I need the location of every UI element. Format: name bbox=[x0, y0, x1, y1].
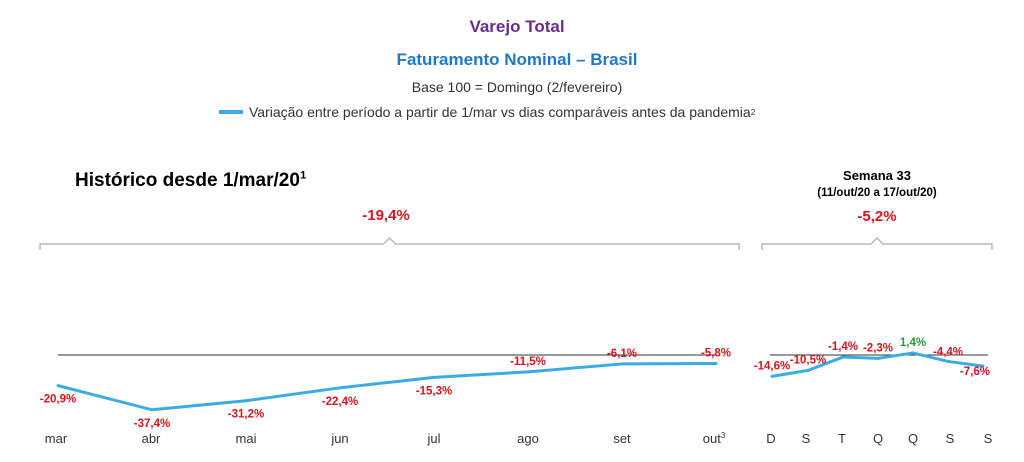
history-tick-label-1: abr bbox=[142, 431, 161, 446]
week-total-variation: -5,2% bbox=[857, 208, 897, 225]
week-data-label-2: -1,4% bbox=[828, 341, 858, 353]
history-series-line bbox=[57, 361, 717, 412]
history-total-variation: -19,4% bbox=[362, 207, 410, 224]
history-data-label-6: -6,1% bbox=[607, 348, 637, 360]
legend-label: Variação entre período a partir de 1/mar… bbox=[249, 104, 751, 120]
history-point-6 bbox=[620, 362, 624, 366]
history-point-4 bbox=[432, 375, 436, 379]
history-tick-label-7: out3 bbox=[703, 431, 726, 446]
week-tick-label-3: Q bbox=[873, 431, 883, 446]
history-title: Histórico desde 1/mar/201 bbox=[75, 169, 307, 191]
history-tick-label-0: mar bbox=[45, 431, 68, 446]
week-tick-label-0: D bbox=[766, 431, 775, 446]
history-point-0 bbox=[56, 384, 60, 388]
history-data-label-3: -22,4% bbox=[322, 396, 358, 408]
history-footnote-mark: 1 bbox=[299, 169, 307, 182]
week-point-6 bbox=[981, 364, 985, 368]
week-point-2 bbox=[841, 355, 845, 359]
week-data-label-6: -7,6% bbox=[960, 366, 990, 378]
history-data-label-2: -31,2% bbox=[228, 409, 264, 421]
history-point-7 bbox=[714, 361, 718, 365]
week-data-label-1: -10,5% bbox=[790, 354, 826, 366]
history-point-2 bbox=[244, 399, 248, 403]
history-data-label-7: -5,8% bbox=[701, 347, 731, 359]
week-point-5 bbox=[946, 359, 950, 363]
history-data-label-0: -20,9% bbox=[40, 394, 76, 406]
week-data-label-4: 1,4% bbox=[900, 337, 926, 349]
week-point-0 bbox=[770, 374, 774, 378]
week-bracket bbox=[761, 237, 993, 250]
legend-line-swatch bbox=[219, 110, 243, 114]
week-tick-label-2: T bbox=[838, 431, 846, 446]
history-point-5 bbox=[526, 370, 530, 374]
week-data-label-5: -4,4% bbox=[933, 346, 963, 358]
base-note: Base 100 = Domingo (2/fevereiro) bbox=[411, 79, 623, 95]
history-tick-label-3: jun bbox=[330, 431, 348, 446]
history-tick-label-4: jul bbox=[426, 431, 440, 446]
chart-subtitle: Faturamento Nominal – Brasil bbox=[396, 50, 638, 69]
history-point-1 bbox=[150, 408, 154, 412]
week-point-4 bbox=[911, 351, 915, 355]
chart-title: Varejo Total bbox=[469, 17, 565, 36]
week-title: Semana 33 bbox=[843, 168, 911, 183]
history-tick-label-2: mai bbox=[236, 431, 257, 446]
week-tick-label-4: Q bbox=[908, 431, 918, 446]
week-point-3 bbox=[876, 356, 880, 360]
history-data-label-5: -11,5% bbox=[510, 356, 546, 368]
week-tick-label-5: S bbox=[946, 431, 955, 446]
history-tick-label-5: ago bbox=[517, 431, 539, 446]
week-data-label-3: -2,3% bbox=[863, 342, 893, 354]
history-data-label-4: -15,3% bbox=[416, 385, 452, 397]
history-point-3 bbox=[338, 386, 342, 390]
week-point-1 bbox=[806, 368, 810, 372]
week-tick-label-6: S bbox=[984, 431, 993, 446]
week-data-label-0: -14,6% bbox=[754, 360, 790, 372]
history-bracket bbox=[39, 237, 740, 250]
week-tick-label-1: S bbox=[802, 431, 811, 446]
history-tick-label-6: set bbox=[613, 431, 631, 446]
week-date-range: (11/out/20 a 17/out/20) bbox=[817, 187, 937, 199]
legend: Variação entre período a partir de 1/mar… bbox=[219, 104, 755, 120]
history-data-label-1: -37,4% bbox=[134, 418, 170, 430]
